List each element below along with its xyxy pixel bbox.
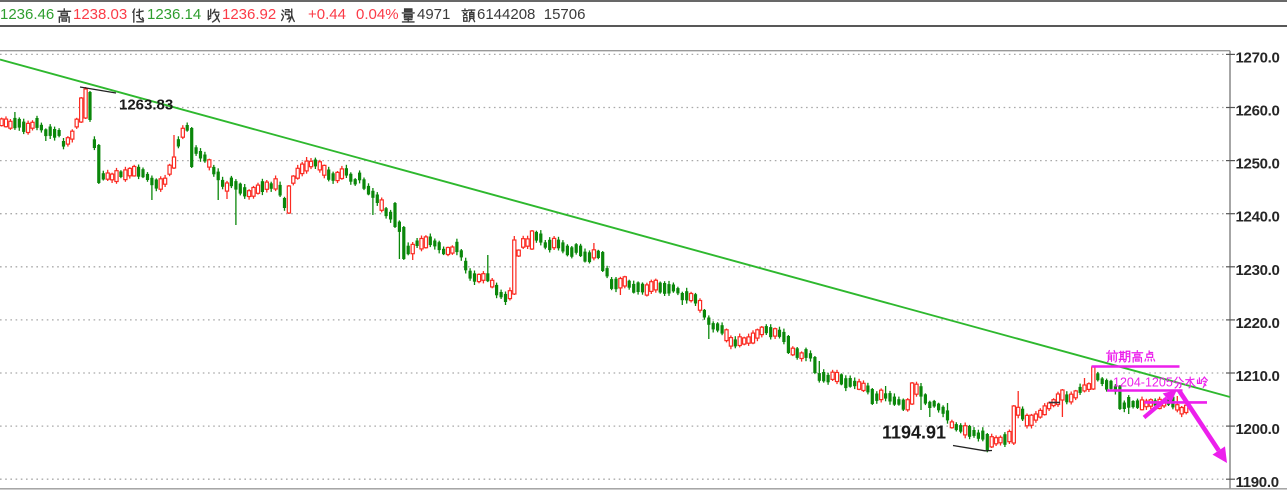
svg-text:1220.0: 1220.0 xyxy=(1236,315,1280,332)
svg-text:1194.91: 1194.91 xyxy=(882,423,946,443)
svg-text:1270.0: 1270.0 xyxy=(1236,49,1280,66)
svg-text:1240.0: 1240.0 xyxy=(1236,209,1280,226)
svg-text:1263.83: 1263.83 xyxy=(119,97,173,114)
svg-text:1260.0: 1260.0 xyxy=(1236,103,1280,120)
svg-text:1200.0: 1200.0 xyxy=(1236,421,1280,438)
svg-text:1210.0: 1210.0 xyxy=(1236,368,1280,385)
svg-text:1230.0: 1230.0 xyxy=(1236,262,1280,279)
svg-text:1204-1205: 1204-1205 xyxy=(1113,376,1173,390)
svg-text:1250.0: 1250.0 xyxy=(1236,156,1280,173)
svg-text:1190.0: 1190.0 xyxy=(1236,474,1279,490)
